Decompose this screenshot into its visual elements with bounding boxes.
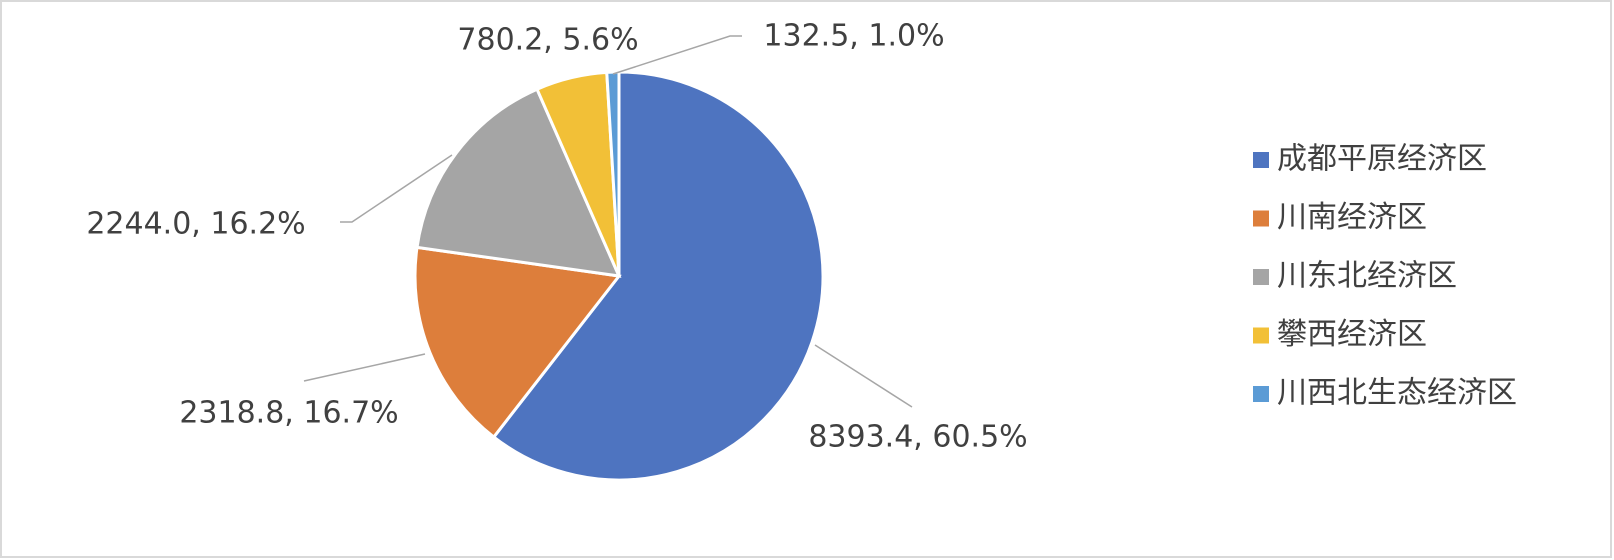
legend-swatch: [1253, 210, 1269, 227]
legend-swatch: [1253, 386, 1269, 402]
data-label: 780.2, 5.6%: [457, 23, 638, 58]
data-label: 2318.8, 16.7%: [179, 396, 398, 431]
legend-label: 攀西经济区: [1277, 317, 1427, 352]
data-label: 2244.0, 16.2%: [86, 207, 305, 242]
legend-label: 川南经济区: [1277, 200, 1427, 235]
leader-line: [340, 154, 453, 223]
legend-swatch: [1253, 327, 1269, 344]
legend-label: 川东北经济区: [1277, 259, 1457, 294]
legend-swatch: [1253, 269, 1269, 285]
pie-slice: [415, 87, 622, 278]
pie-slice: [413, 245, 622, 440]
leader-line: [814, 344, 913, 408]
leader-line: [612, 35, 742, 75]
leader-line: [303, 353, 426, 382]
data-label: 132.5, 1.0%: [763, 19, 944, 54]
legend-label: 成都平原经济区: [1277, 142, 1487, 177]
data-label: 8393.4, 60.5%: [808, 420, 1027, 455]
legend-swatch: [1253, 152, 1269, 168]
pie-slice: [491, 70, 825, 482]
legend-label: 川西北生态经济区: [1277, 376, 1517, 411]
